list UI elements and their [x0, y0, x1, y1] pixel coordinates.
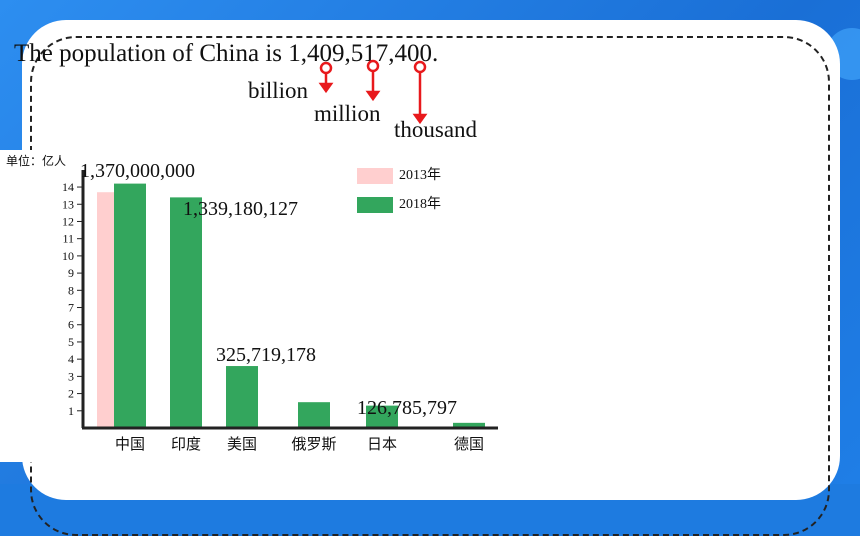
unit-label: 单位：亿人: [6, 154, 67, 168]
thousand-label: thousand: [394, 117, 478, 142]
x-tick-label: 印度: [171, 436, 201, 453]
value-label-china: 1,370,000,000: [80, 160, 195, 182]
y-tick-label: 13: [62, 197, 74, 211]
billion-label: billion: [248, 78, 309, 103]
legend-label-2013: 2013年: [399, 168, 441, 183]
y-tick-label: 7: [68, 301, 74, 315]
value-label-usa: 325,719,178: [216, 344, 316, 366]
y-tick-label: 11: [62, 232, 74, 246]
x-tick-label: 德国: [454, 435, 484, 453]
y-tick-label: 6: [68, 318, 74, 332]
bar-2018-4: [366, 405, 398, 428]
bar-2018-1: [170, 197, 202, 428]
billion-arrow: [318, 61, 334, 94]
y-tick-label: 2: [68, 387, 74, 401]
y-tick-label: 10: [62, 249, 74, 263]
bar-2018-2: [226, 366, 258, 428]
y-tick-label: 5: [68, 335, 74, 349]
x-tick-label: 日本: [367, 436, 397, 453]
thousand-arrow: [412, 60, 428, 125]
x-tick-label: 中国: [115, 436, 145, 453]
y-tick-label: 14: [62, 180, 74, 194]
bar-2013-0: [97, 192, 114, 428]
digit-arrows: [318, 59, 428, 125]
y-tick-label: 4: [68, 352, 74, 366]
bar-2018-3: [298, 402, 330, 428]
y-tick-label: 9: [68, 266, 74, 280]
y-tick-label: 3: [68, 369, 74, 383]
legend-swatch-2013: [357, 168, 393, 184]
x-tick-label: 俄罗斯: [291, 436, 336, 453]
value-label-india: 1,339,180,127: [183, 198, 298, 220]
bar-2018-5: [453, 422, 485, 428]
value-label-japan: 126,785,797: [357, 397, 457, 419]
y-tick-label: 8: [68, 283, 74, 297]
million-arrow: [365, 59, 381, 102]
population-sentence: The population of China is 1,409,517,400…: [14, 40, 439, 67]
x-tick-label: 美国: [227, 436, 257, 453]
y-tick-label: 1: [68, 404, 74, 418]
legend-swatch-2018: [357, 197, 393, 213]
million-label: million: [314, 101, 381, 126]
y-tick-label: 12: [62, 214, 74, 228]
legend-label-2018: 2018年: [399, 197, 441, 212]
bar-2018-0: [114, 183, 146, 428]
